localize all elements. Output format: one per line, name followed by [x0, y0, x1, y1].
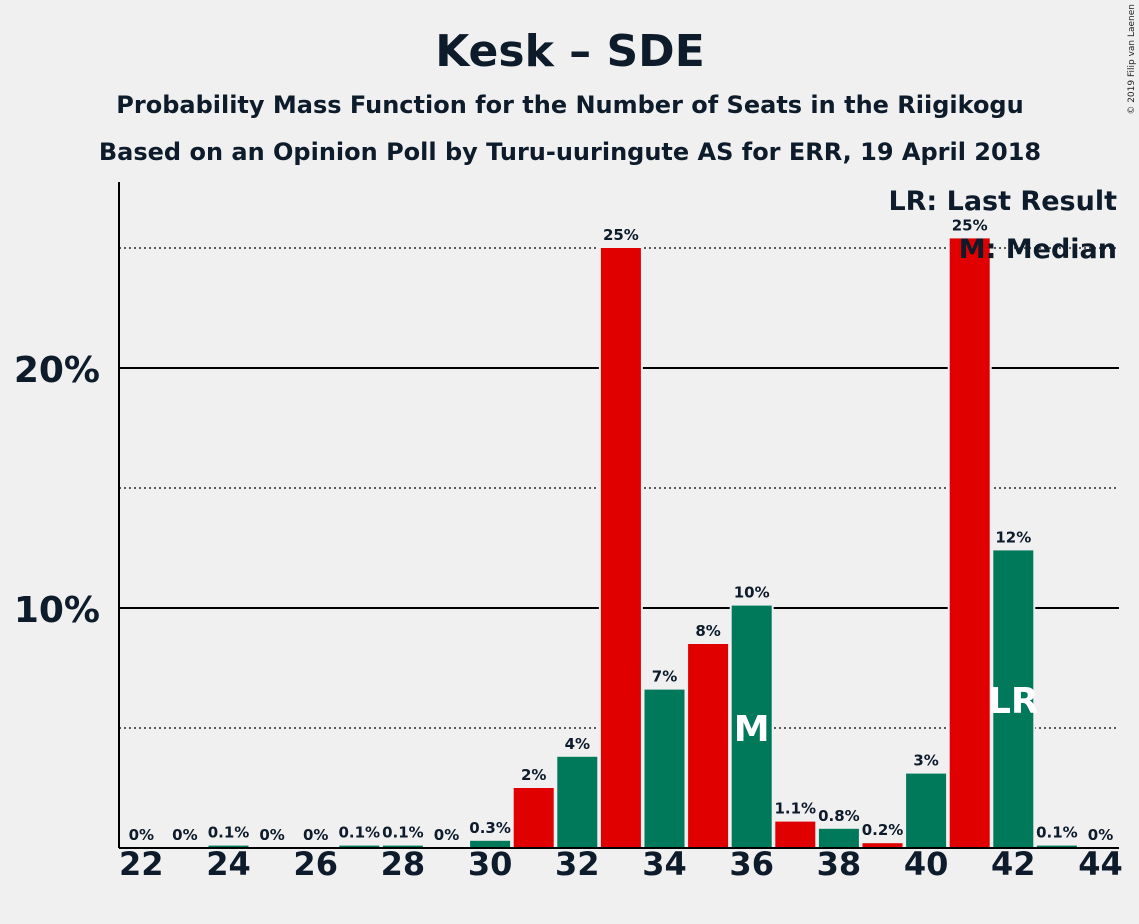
bar-value-label: 0.2%	[862, 821, 904, 839]
bar	[644, 689, 685, 848]
bar-value-label: 7%	[652, 668, 677, 686]
bar-value-label: 0%	[1088, 826, 1113, 844]
y-tick-label: 20%	[14, 350, 100, 391]
bar-value-label: 0.1%	[338, 824, 380, 842]
bar-value-label: 2%	[521, 766, 546, 784]
x-tick-label: 34	[642, 845, 687, 883]
bar	[557, 756, 598, 848]
bar	[818, 828, 859, 848]
bar-value-label: 0%	[434, 826, 459, 844]
x-tick-label: 42	[991, 845, 1036, 883]
bar-value-label: 0.8%	[818, 807, 860, 825]
bar-value-label: 25%	[952, 216, 988, 234]
x-tick-label: 36	[729, 845, 774, 883]
bar	[862, 843, 903, 848]
bar-value-label: 10%	[734, 584, 770, 602]
x-tick-label: 30	[468, 845, 513, 883]
bar-value-label: 0.1%	[1036, 824, 1078, 842]
bar	[949, 238, 990, 848]
bar-value-label: 25%	[603, 226, 639, 244]
bar	[339, 845, 380, 848]
x-tick-label: 32	[555, 845, 600, 883]
bar-value-label: 8%	[695, 622, 720, 640]
chart-subtitle: Probability Mass Function for the Number…	[116, 91, 1023, 119]
bar	[688, 644, 729, 848]
median-marker: M	[734, 709, 770, 750]
legend-median: M: Median	[959, 234, 1117, 265]
chart-title: Kesk – SDE	[435, 26, 705, 77]
bar-value-label: 0.1%	[382, 824, 424, 842]
bar	[513, 788, 554, 848]
bar-value-label: 0.3%	[469, 819, 511, 837]
bar-value-label: 12%	[995, 528, 1031, 546]
bar	[382, 845, 423, 848]
x-tick-label: 38	[817, 845, 862, 883]
bar-value-label: 0%	[303, 826, 328, 844]
copyright-note: © 2019 Filip van Laenen	[1127, 4, 1137, 115]
bar-value-label: 4%	[565, 735, 590, 753]
chart-subtitle-2: Based on an Opinion Poll by Turu-uuringu…	[99, 138, 1041, 166]
x-tick-label: 24	[206, 845, 251, 883]
bar-value-label: 0%	[172, 826, 197, 844]
legend-last-result: LR: Last Result	[888, 186, 1117, 217]
bar-value-label: 1.1%	[774, 800, 816, 818]
axis-layer: 10% 20% 22 24 26 28 30 32 34 36 38 40 42 44	[14, 182, 1123, 883]
x-tick-label: 44	[1078, 845, 1123, 883]
bar	[1036, 845, 1077, 848]
bar	[993, 550, 1034, 848]
bar-value-label: 3%	[913, 752, 938, 770]
bar-value-label: 0.1%	[208, 824, 250, 842]
x-tick-label: 28	[381, 845, 426, 883]
x-tick-label: 40	[904, 845, 949, 883]
bar-value-label: 0%	[129, 826, 154, 844]
bar	[600, 248, 641, 848]
bar	[470, 840, 511, 848]
x-tick-label: 26	[293, 845, 338, 883]
bar	[731, 605, 772, 848]
last-result-marker: LR	[988, 681, 1039, 722]
bar	[208, 845, 249, 848]
bar-layer: 0% 0% 0.1% 0% 0% 0.1% 0.1% 0% 0.3%2%4%25%7%8%10%…	[129, 216, 1113, 848]
bar-value-label: 0%	[259, 826, 284, 844]
bar	[775, 821, 816, 848]
x-tick-label: 22	[119, 845, 164, 883]
bar	[906, 773, 947, 848]
y-tick-label: 10%	[14, 590, 100, 631]
